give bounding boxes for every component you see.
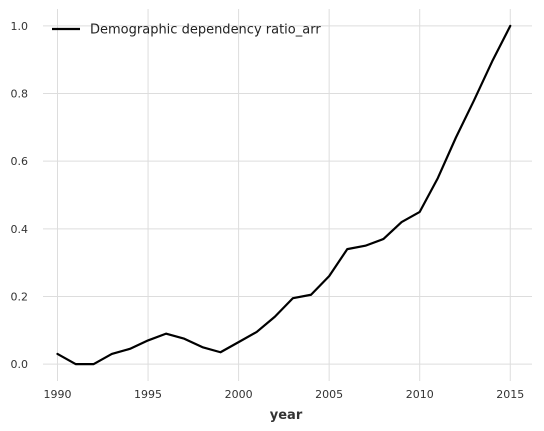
y-tick-label: 1.0 (11, 20, 29, 33)
x-tick-label: 2015 (496, 388, 524, 401)
x-tick-label: 2010 (406, 388, 434, 401)
y-tick-label: 0.0 (11, 358, 29, 371)
x-axis-title: year (270, 408, 303, 423)
y-tick-label: 0.4 (11, 223, 29, 236)
x-tick-label: 1995 (134, 388, 162, 401)
legend: Demographic dependency ratio_arr (52, 23, 321, 38)
y-tick-label: 0.2 (11, 290, 29, 303)
grid (43, 9, 532, 381)
y-tick-label: 0.8 (11, 88, 29, 101)
x-tick-label: 1990 (43, 388, 71, 401)
legend-label: Demographic dependency ratio_arr (90, 23, 321, 38)
y-tick-label: 0.6 (11, 155, 29, 168)
x-tick-labels: 1990 1995 2000 2005 2010 2015 (43, 388, 524, 401)
x-tick-label: 2000 (225, 388, 253, 401)
x-tick-label: 2005 (315, 388, 343, 401)
series-line (56, 24, 512, 366)
y-tick-labels: 0.0 0.2 0.4 0.6 0.8 1.0 (11, 20, 29, 371)
series-group (56, 24, 512, 366)
